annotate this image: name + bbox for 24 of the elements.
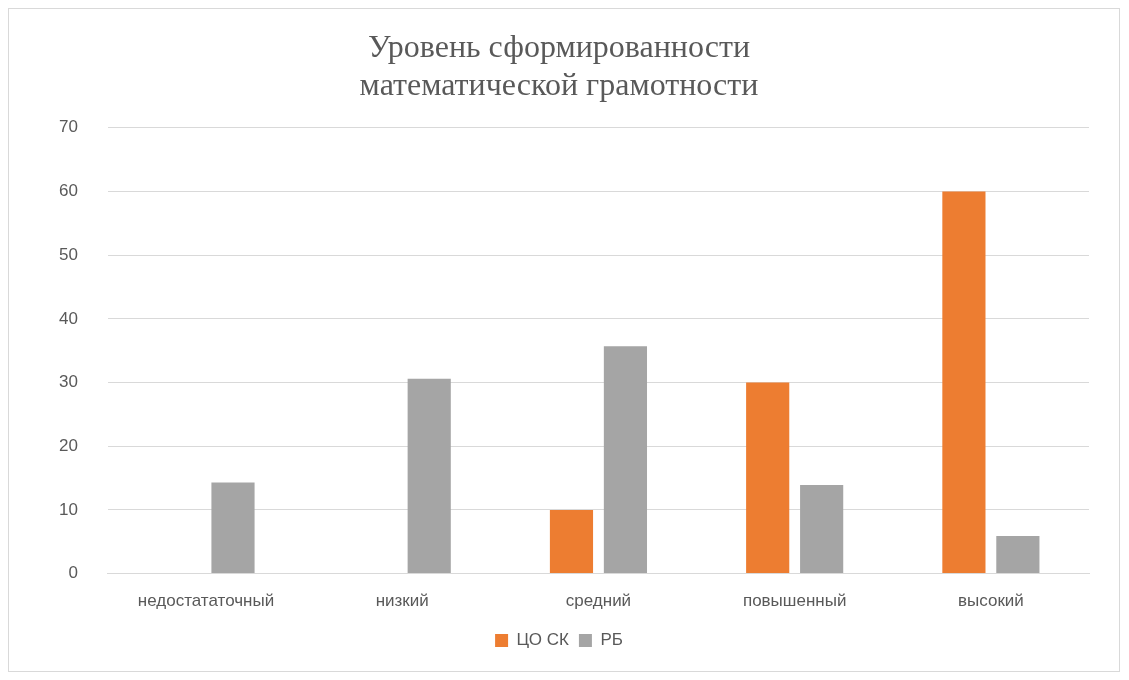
bar: [996, 536, 1040, 574]
legend-label: ЦО СК: [516, 630, 570, 650]
bar: [211, 482, 255, 574]
y-tick-label: 60: [58, 181, 78, 201]
chart-title: Уровень сформированности математической грамотности: [359, 27, 759, 103]
y-tick-label: 40: [58, 308, 78, 328]
y-tick-label: 50: [58, 244, 78, 264]
y-tick-label: 30: [58, 372, 78, 392]
x-tick-label: низкий: [375, 591, 429, 611]
y-tick-label: 70: [58, 117, 78, 137]
bar: [746, 382, 790, 574]
bar: [942, 191, 986, 574]
x-tick-label: повышенный: [742, 591, 847, 611]
bar: [603, 346, 648, 574]
y-tick-label: 0: [68, 563, 78, 583]
legend-label: РБ: [600, 630, 623, 650]
x-tick-label: высокий: [957, 591, 1024, 611]
bar: [800, 485, 844, 574]
x-tick-label: средний: [565, 591, 632, 611]
y-tick-label: 10: [58, 499, 78, 519]
y-tick-label: 20: [58, 435, 78, 455]
bar: [549, 509, 594, 574]
x-tick-label: недостататочный: [137, 591, 275, 611]
bar: [407, 378, 451, 574]
